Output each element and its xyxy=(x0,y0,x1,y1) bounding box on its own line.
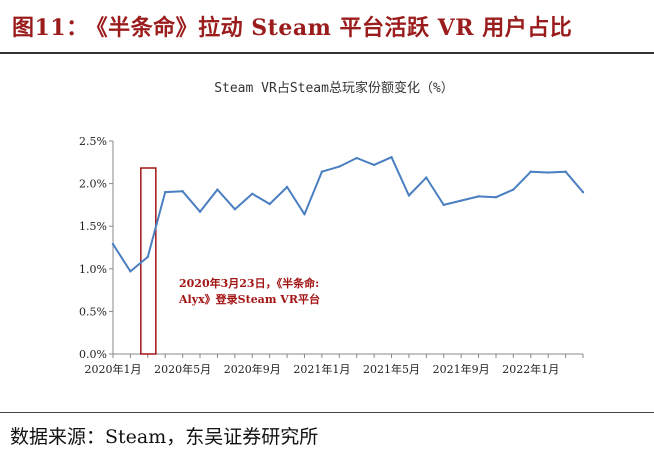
data-point xyxy=(285,185,289,189)
x-tick-label: 2022年1月 xyxy=(502,362,559,376)
y-tick-label: 1.0% xyxy=(79,263,107,276)
chart-marks xyxy=(111,155,585,355)
highlight-box xyxy=(140,167,157,355)
annotation-line-2: Alyx》登录Steam VR平台 xyxy=(178,292,320,306)
figure-title-text: 《半条命》拉动 Steam 平台活跃 VR 用户占比 xyxy=(96,15,573,41)
source-note: 数据来源：Steam，东吴证券研究所 xyxy=(10,426,319,448)
data-point xyxy=(338,165,341,168)
data-point xyxy=(129,270,132,273)
data-point xyxy=(216,188,219,191)
y-tick-label: 2.5% xyxy=(79,135,107,148)
data-point xyxy=(581,190,585,194)
data-point xyxy=(512,188,515,191)
top-divider xyxy=(0,52,654,54)
data-point xyxy=(111,242,115,246)
data-point xyxy=(425,176,428,179)
data-point xyxy=(442,203,445,207)
x-tick-label: 2021年5月 xyxy=(363,362,420,376)
data-point xyxy=(251,192,254,196)
y-tick-label: 1.5% xyxy=(79,220,107,233)
x-tick-label: 2021年1月 xyxy=(293,362,350,376)
data-point xyxy=(372,163,376,167)
y-tick-label: 2.0% xyxy=(79,178,107,191)
data-point xyxy=(181,190,184,193)
data-point xyxy=(564,170,567,173)
chart-title: Steam VR占Steam总玩家份额变化（%） xyxy=(214,80,454,96)
bottom-divider xyxy=(0,412,654,413)
series-line xyxy=(112,156,584,273)
annotation-line-1: 2020年3月23日，《半条命: xyxy=(179,276,319,290)
data-point xyxy=(146,255,150,259)
data-point xyxy=(303,213,306,216)
data-point xyxy=(477,195,480,198)
x-tick-label: 2020年9月 xyxy=(224,362,281,376)
data-point xyxy=(164,190,167,194)
x-tick-label: 2020年1月 xyxy=(85,362,142,376)
figure-number: 图11： xyxy=(12,15,89,41)
data-point xyxy=(546,171,550,174)
data-point xyxy=(529,170,532,173)
y-tick-label: 0.5% xyxy=(79,305,107,318)
data-point xyxy=(390,155,393,159)
data-point xyxy=(320,170,324,173)
line-chart: Steam VR占Steam总玩家份额变化（%） 0.0% 0.5% 1.0% 1.5… xyxy=(79,80,585,376)
x-tick-label: 2020年5月 xyxy=(154,362,211,376)
figure-title: 图11： 《半条命》拉动 Steam 平台活跃 VR 用户占比 xyxy=(12,10,644,50)
chart-axes: 0.0% 0.5% 1.0% 1.5% 2.0% 2.5% 2020年1月 2020年5月 20… xyxy=(79,135,584,376)
x-tick-label: 2021年9月 xyxy=(433,362,490,376)
data-point xyxy=(198,210,202,213)
data-point xyxy=(494,196,498,199)
data-point xyxy=(407,194,411,197)
data-point xyxy=(268,202,271,206)
y-tick-label: 0.0% xyxy=(79,348,107,361)
data-point xyxy=(355,156,358,160)
data-point xyxy=(233,207,237,211)
data-point xyxy=(459,199,463,202)
